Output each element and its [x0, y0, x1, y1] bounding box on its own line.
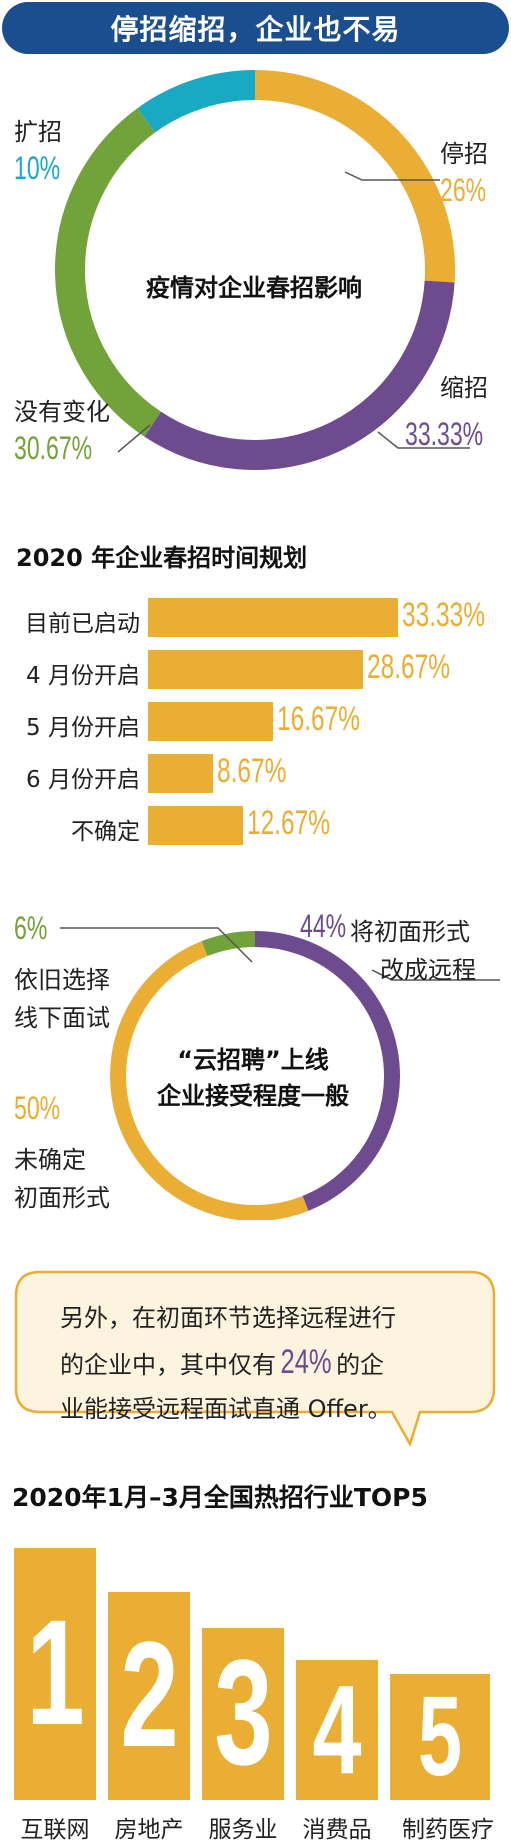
bar-chart-title: 2020 年企业春招时间规划 — [16, 544, 308, 572]
bar-label-2: 5 月份开启 — [26, 715, 140, 741]
bar-3 — [148, 754, 214, 793]
top5-block-3 — [202, 1628, 284, 1800]
note-line2-pre: 的企业中，其中仅有 — [60, 1351, 276, 1379]
bar-value-2: 16.67% — [277, 700, 361, 738]
top5-rank-5: 5 — [417, 1672, 463, 1800]
bar-label-3: 6 月份开启 — [26, 767, 140, 793]
note-line2-post: 的企 — [336, 1351, 385, 1379]
pct-undecided: 50% — [14, 1090, 61, 1126]
bar-label-1: 4 月份开启 — [26, 663, 140, 689]
donut2-center-line1: “云招聘”上线 — [177, 1046, 329, 1074]
bar-2 — [148, 702, 274, 741]
note-highlight: 24% — [280, 1343, 332, 1381]
top5-title: 2020年1月–3月全国热招行业TOP5 — [12, 1483, 428, 1512]
pct-stop: 26% — [440, 172, 487, 208]
pct-shrink: 33.33% — [405, 416, 484, 452]
bar-value-4: 12.67% — [247, 804, 331, 842]
top5-block-4 — [296, 1660, 378, 1800]
label-stop: 停招 — [440, 140, 488, 168]
top5-rank-3: 3 — [214, 1628, 273, 1797]
top5-label-4: 消费品 — [302, 1817, 372, 1843]
leader-line-shrink — [377, 431, 470, 449]
label-remote-1: 将初面形式 — [350, 918, 470, 946]
note-bubble — [14, 1270, 496, 1448]
bar-label-4: 不确定 — [71, 819, 140, 845]
top5-label-3: 服务业 — [208, 1817, 278, 1843]
leader-line-stop — [344, 171, 440, 181]
bar-value-1: 28.67% — [367, 648, 451, 686]
label-offline-2: 线下面试 — [14, 1004, 110, 1032]
pct-nochange: 30.67% — [14, 430, 93, 466]
donut2-center-line2: 企业接受程度一般 — [157, 1082, 349, 1110]
top5-label-1: 互联网 — [20, 1817, 90, 1843]
leader-line-nochange — [117, 424, 151, 453]
donut-chart-cloud-recruit — [60, 927, 500, 1220]
top5-rank-1: 1 — [26, 1588, 85, 1757]
top5-label-5: 制药医疗 — [402, 1817, 494, 1843]
banner-title: 停招缩招，企业也不易 — [2, 2, 509, 54]
note-text: 另外，在初面环节选择远程进行 的企业中，其中仅有 24% 的企 业能接受远程面试直通… — [60, 1296, 480, 1431]
top5-block-2 — [108, 1592, 190, 1800]
top5-block-5 — [390, 1674, 490, 1800]
donut1-slice-0 — [254, 70, 455, 283]
label-undecided-1: 未确定 — [14, 1146, 86, 1174]
bar-value-0: 33.33% — [402, 596, 486, 634]
top5-label-2: 房地产 — [114, 1817, 184, 1843]
donut1-slice-1 — [144, 280, 455, 470]
note-line3: 业能接受远程面试直通 Offer。 — [60, 1395, 392, 1423]
note-line2: 的企业中，其中仅有 24% 的企 — [60, 1340, 480, 1387]
top5-block-1 — [14, 1548, 96, 1800]
leader-line-remote — [371, 969, 500, 981]
pct-remote: 44% — [300, 908, 347, 944]
label-shrink: 缩招 — [440, 374, 488, 402]
donut2-slice-1 — [110, 941, 309, 1220]
leader-line-offline — [60, 927, 253, 963]
donut2-slice-0 — [254, 931, 400, 1211]
label-undecided-2: 初面形式 — [14, 1184, 110, 1212]
label-nochange: 没有变化 — [14, 398, 110, 426]
donut1-slice-2 — [55, 108, 162, 437]
donut1-center-title: 疫情对企业春招影响 — [146, 274, 362, 302]
donut2-slice-2 — [201, 931, 256, 957]
label-expand: 扩招 — [14, 118, 62, 146]
donut1-slice-3 — [137, 70, 256, 133]
label-offline-1: 依旧选择 — [14, 966, 110, 994]
pct-offline: 6% — [14, 910, 48, 946]
bar-label-0: 目前已启动 — [25, 611, 140, 637]
bar-0 — [148, 598, 398, 637]
donut-chart-impact — [55, 70, 470, 470]
bar-4 — [148, 806, 244, 845]
bar-1 — [148, 650, 364, 689]
note-line1: 另外，在初面环节选择远程进行 — [60, 1304, 396, 1332]
pct-expand: 10% — [14, 150, 61, 186]
bar-value-3: 8.67% — [217, 752, 287, 790]
top5-rank-2: 2 — [120, 1610, 179, 1779]
label-remote-2: 改成远程 — [380, 956, 476, 984]
top5-rank-4: 4 — [312, 1658, 362, 1800]
